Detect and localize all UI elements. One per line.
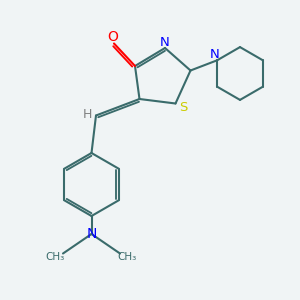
Text: O: O [107,30,118,44]
Text: CH₃: CH₃ [118,251,137,262]
Text: CH₃: CH₃ [46,251,65,262]
Text: N: N [86,227,97,241]
Text: N: N [160,36,170,49]
Text: N: N [210,48,220,61]
Text: H: H [83,108,92,121]
Text: S: S [179,100,187,114]
